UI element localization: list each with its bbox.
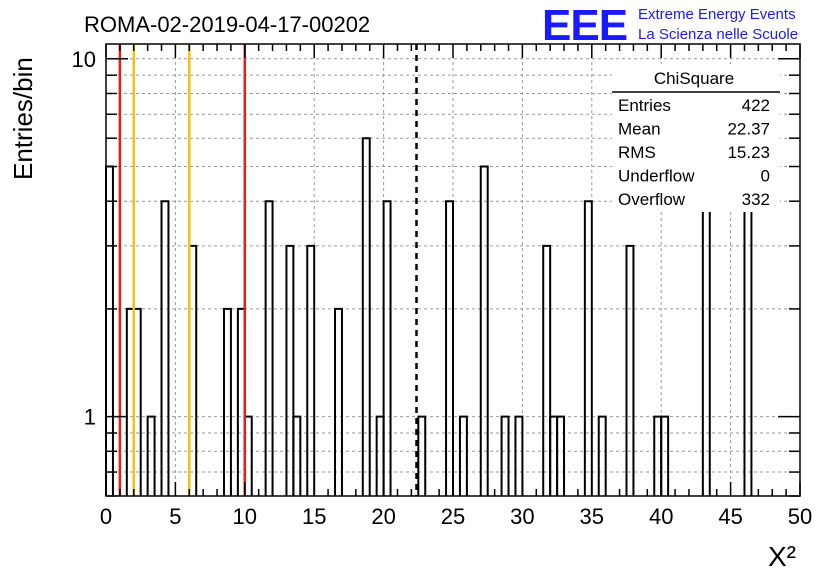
histogram-bin <box>583 200 593 496</box>
histogram-bin <box>306 244 316 496</box>
histogram-bin <box>264 200 274 496</box>
histogram-bin <box>292 415 302 496</box>
x-tick-label: 10 <box>233 504 257 529</box>
histogram-bin <box>334 307 343 496</box>
histogram-bin <box>445 200 454 496</box>
x-tick-label: 0 <box>100 504 112 529</box>
histogram-bin <box>500 415 510 496</box>
histogram-bin <box>417 415 427 496</box>
histogram-bin <box>146 415 156 496</box>
y-axis: 1 10 <box>72 47 800 497</box>
reference-lines <box>118 44 418 496</box>
stats-value: 22.37 <box>727 120 770 139</box>
x-tick-label: 25 <box>441 504 465 529</box>
y-tick-label: 1 <box>84 405 96 430</box>
stats-label: Underflow <box>618 167 695 186</box>
stats-label: Entries <box>618 96 671 115</box>
histogram-bin <box>514 415 524 496</box>
histogram-bin <box>382 200 392 496</box>
x-tick-label: 20 <box>371 504 395 529</box>
stats-label: RMS <box>618 143 656 162</box>
x-tick-label: 5 <box>169 504 181 529</box>
histogram-bin <box>597 415 607 496</box>
x-tick-label: 35 <box>580 504 604 529</box>
stats-box: ChiSquare Entries 422 Mean 22.37 RMS 15.23 Und… <box>612 64 780 212</box>
x-tick-label: 15 <box>302 504 326 529</box>
histogram-bin <box>458 415 468 496</box>
stats-value: 422 <box>742 96 770 115</box>
y-tick-label: 10 <box>72 47 96 72</box>
logo-line-2: La Scienza nelle Scuole <box>638 26 798 43</box>
logo-line-1: Extreme Energy Events <box>638 6 796 23</box>
eee-logo: EEE <box>542 1 627 50</box>
stats-value: 15.23 <box>727 143 770 162</box>
stats-value: 0 <box>761 167 770 186</box>
histogram-bin <box>479 165 489 496</box>
x-tick-label: 45 <box>718 504 742 529</box>
histogram-bin <box>160 200 170 496</box>
stats-value: 332 <box>742 190 770 209</box>
y-axis-label: Entries/bin <box>8 57 38 180</box>
stats-title: ChiSquare <box>654 69 734 88</box>
x-tick-label: 50 <box>788 504 812 529</box>
histogram-bin <box>542 244 552 496</box>
histogram-bin <box>660 415 670 496</box>
histogram-bin <box>625 244 635 496</box>
x-axis: 0 5 10 15 20 25 30 35 40 45 50 <box>100 44 812 529</box>
histogram-bin <box>361 137 371 496</box>
histogram-bin <box>556 415 566 496</box>
x-tick-label: 40 <box>649 504 673 529</box>
x-tick-label: 30 <box>510 504 534 529</box>
stats-label: Overflow <box>618 190 686 209</box>
stats-label: Mean <box>618 120 661 139</box>
histogram-bin <box>222 307 232 496</box>
x-axis-label: X² <box>768 541 796 572</box>
histogram-bin <box>285 244 295 496</box>
chart-title: ROMA-02-2019-04-17-00202 <box>84 12 370 37</box>
